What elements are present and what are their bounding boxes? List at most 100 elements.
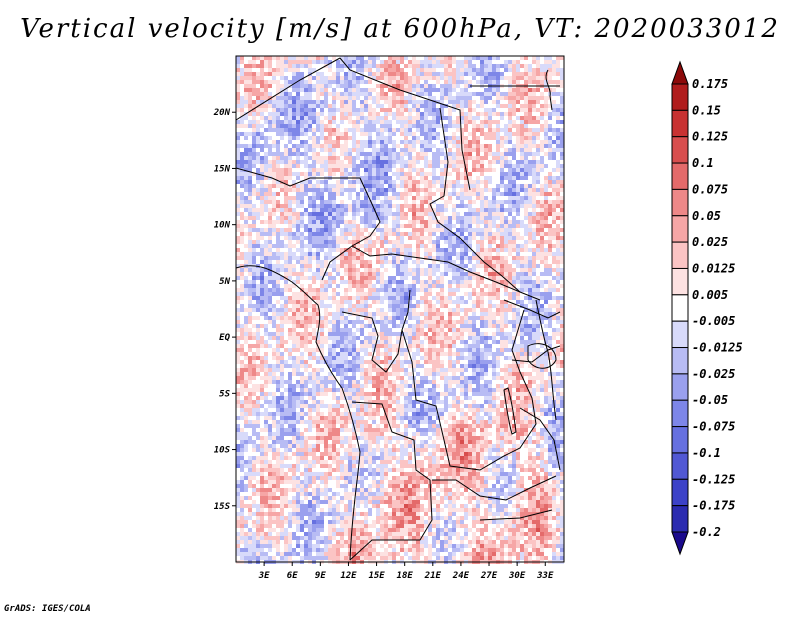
field-cell xyxy=(332,284,336,288)
field-cell xyxy=(384,224,388,228)
field-cell xyxy=(316,108,320,112)
field-cell xyxy=(344,84,348,88)
field-cell xyxy=(460,152,464,156)
field-cell xyxy=(472,208,476,212)
field-cell xyxy=(428,56,432,60)
field-cell xyxy=(388,296,392,300)
field-cell xyxy=(468,196,472,200)
field-cell xyxy=(272,208,276,212)
field-cell xyxy=(492,200,496,204)
field-cell xyxy=(308,152,312,156)
field-cell xyxy=(268,64,272,68)
field-cell xyxy=(236,168,240,172)
field-cell xyxy=(456,72,460,76)
field-cell xyxy=(388,160,392,164)
field-cell xyxy=(428,284,432,288)
field-cell xyxy=(552,64,556,68)
field-cell xyxy=(492,212,496,216)
field-cell xyxy=(248,200,252,204)
field-cell xyxy=(340,124,344,128)
field-cell xyxy=(532,104,536,108)
field-cell xyxy=(336,164,340,168)
field-cell xyxy=(368,132,372,136)
field-cell xyxy=(400,152,404,156)
field-cell xyxy=(388,208,392,212)
field-cell xyxy=(540,164,544,168)
field-cell xyxy=(512,232,516,236)
field-cell xyxy=(424,248,428,252)
field-cell xyxy=(436,160,440,164)
field-cell xyxy=(408,124,412,128)
field-cell xyxy=(284,292,288,296)
field-cell xyxy=(240,116,244,120)
field-cell xyxy=(460,60,464,64)
field-cell xyxy=(312,116,316,120)
field-cell xyxy=(268,216,272,220)
field-cell xyxy=(348,164,352,168)
field-cell xyxy=(560,56,564,60)
field-cell xyxy=(304,240,308,244)
field-cell xyxy=(320,172,324,176)
field-cell xyxy=(368,180,372,184)
field-cell xyxy=(376,56,380,60)
field-cell xyxy=(244,184,248,188)
field-cell xyxy=(276,196,280,200)
field-cell xyxy=(272,176,276,180)
field-cell xyxy=(428,124,432,128)
field-cell xyxy=(280,228,284,232)
field-cell xyxy=(316,260,320,264)
field-cell xyxy=(400,104,404,108)
field-cell xyxy=(340,172,344,176)
field-cell xyxy=(284,232,288,236)
field-cell xyxy=(292,160,296,164)
field-cell xyxy=(412,204,416,208)
field-cell xyxy=(488,136,492,140)
field-cell xyxy=(376,176,380,180)
field-cell xyxy=(476,292,480,296)
field-cell xyxy=(252,112,256,116)
field-cell xyxy=(340,84,344,88)
field-cell xyxy=(236,60,240,64)
field-cell xyxy=(556,156,560,160)
field-cell xyxy=(288,196,292,200)
field-cell xyxy=(296,180,300,184)
field-cell xyxy=(528,204,532,208)
field-cell xyxy=(536,108,540,112)
field-cell xyxy=(332,160,336,164)
field-cell xyxy=(372,176,376,180)
field-cell xyxy=(424,136,428,140)
field-cell xyxy=(472,232,476,236)
field-cell xyxy=(464,264,468,268)
field-cell xyxy=(368,228,372,232)
field-cell xyxy=(348,56,352,60)
field-cell xyxy=(296,188,300,192)
field-cell xyxy=(360,208,364,212)
field-cell xyxy=(524,152,528,156)
field-cell xyxy=(556,132,560,136)
field-cell xyxy=(512,108,516,112)
field-cell xyxy=(452,292,456,296)
field-cell xyxy=(328,144,332,148)
field-cell xyxy=(264,64,268,68)
field-cell xyxy=(312,76,316,80)
field-cell xyxy=(380,68,384,72)
field-cell xyxy=(544,108,548,112)
field-cell xyxy=(268,292,272,296)
field-cell xyxy=(380,120,384,124)
field-cell xyxy=(480,140,484,144)
field-cell xyxy=(516,88,520,92)
field-cell xyxy=(316,192,320,196)
field-cell xyxy=(548,116,552,120)
field-cell xyxy=(392,224,396,228)
field-cell xyxy=(392,188,396,192)
field-cell xyxy=(320,72,324,76)
field-cell xyxy=(480,232,484,236)
field-cell xyxy=(304,280,308,284)
field-cell xyxy=(308,124,312,128)
field-cell xyxy=(460,116,464,120)
field-cell xyxy=(488,116,492,120)
field-cell xyxy=(272,276,276,280)
field-cell xyxy=(492,276,496,280)
field-cell xyxy=(432,88,436,92)
field-cell xyxy=(332,212,336,216)
